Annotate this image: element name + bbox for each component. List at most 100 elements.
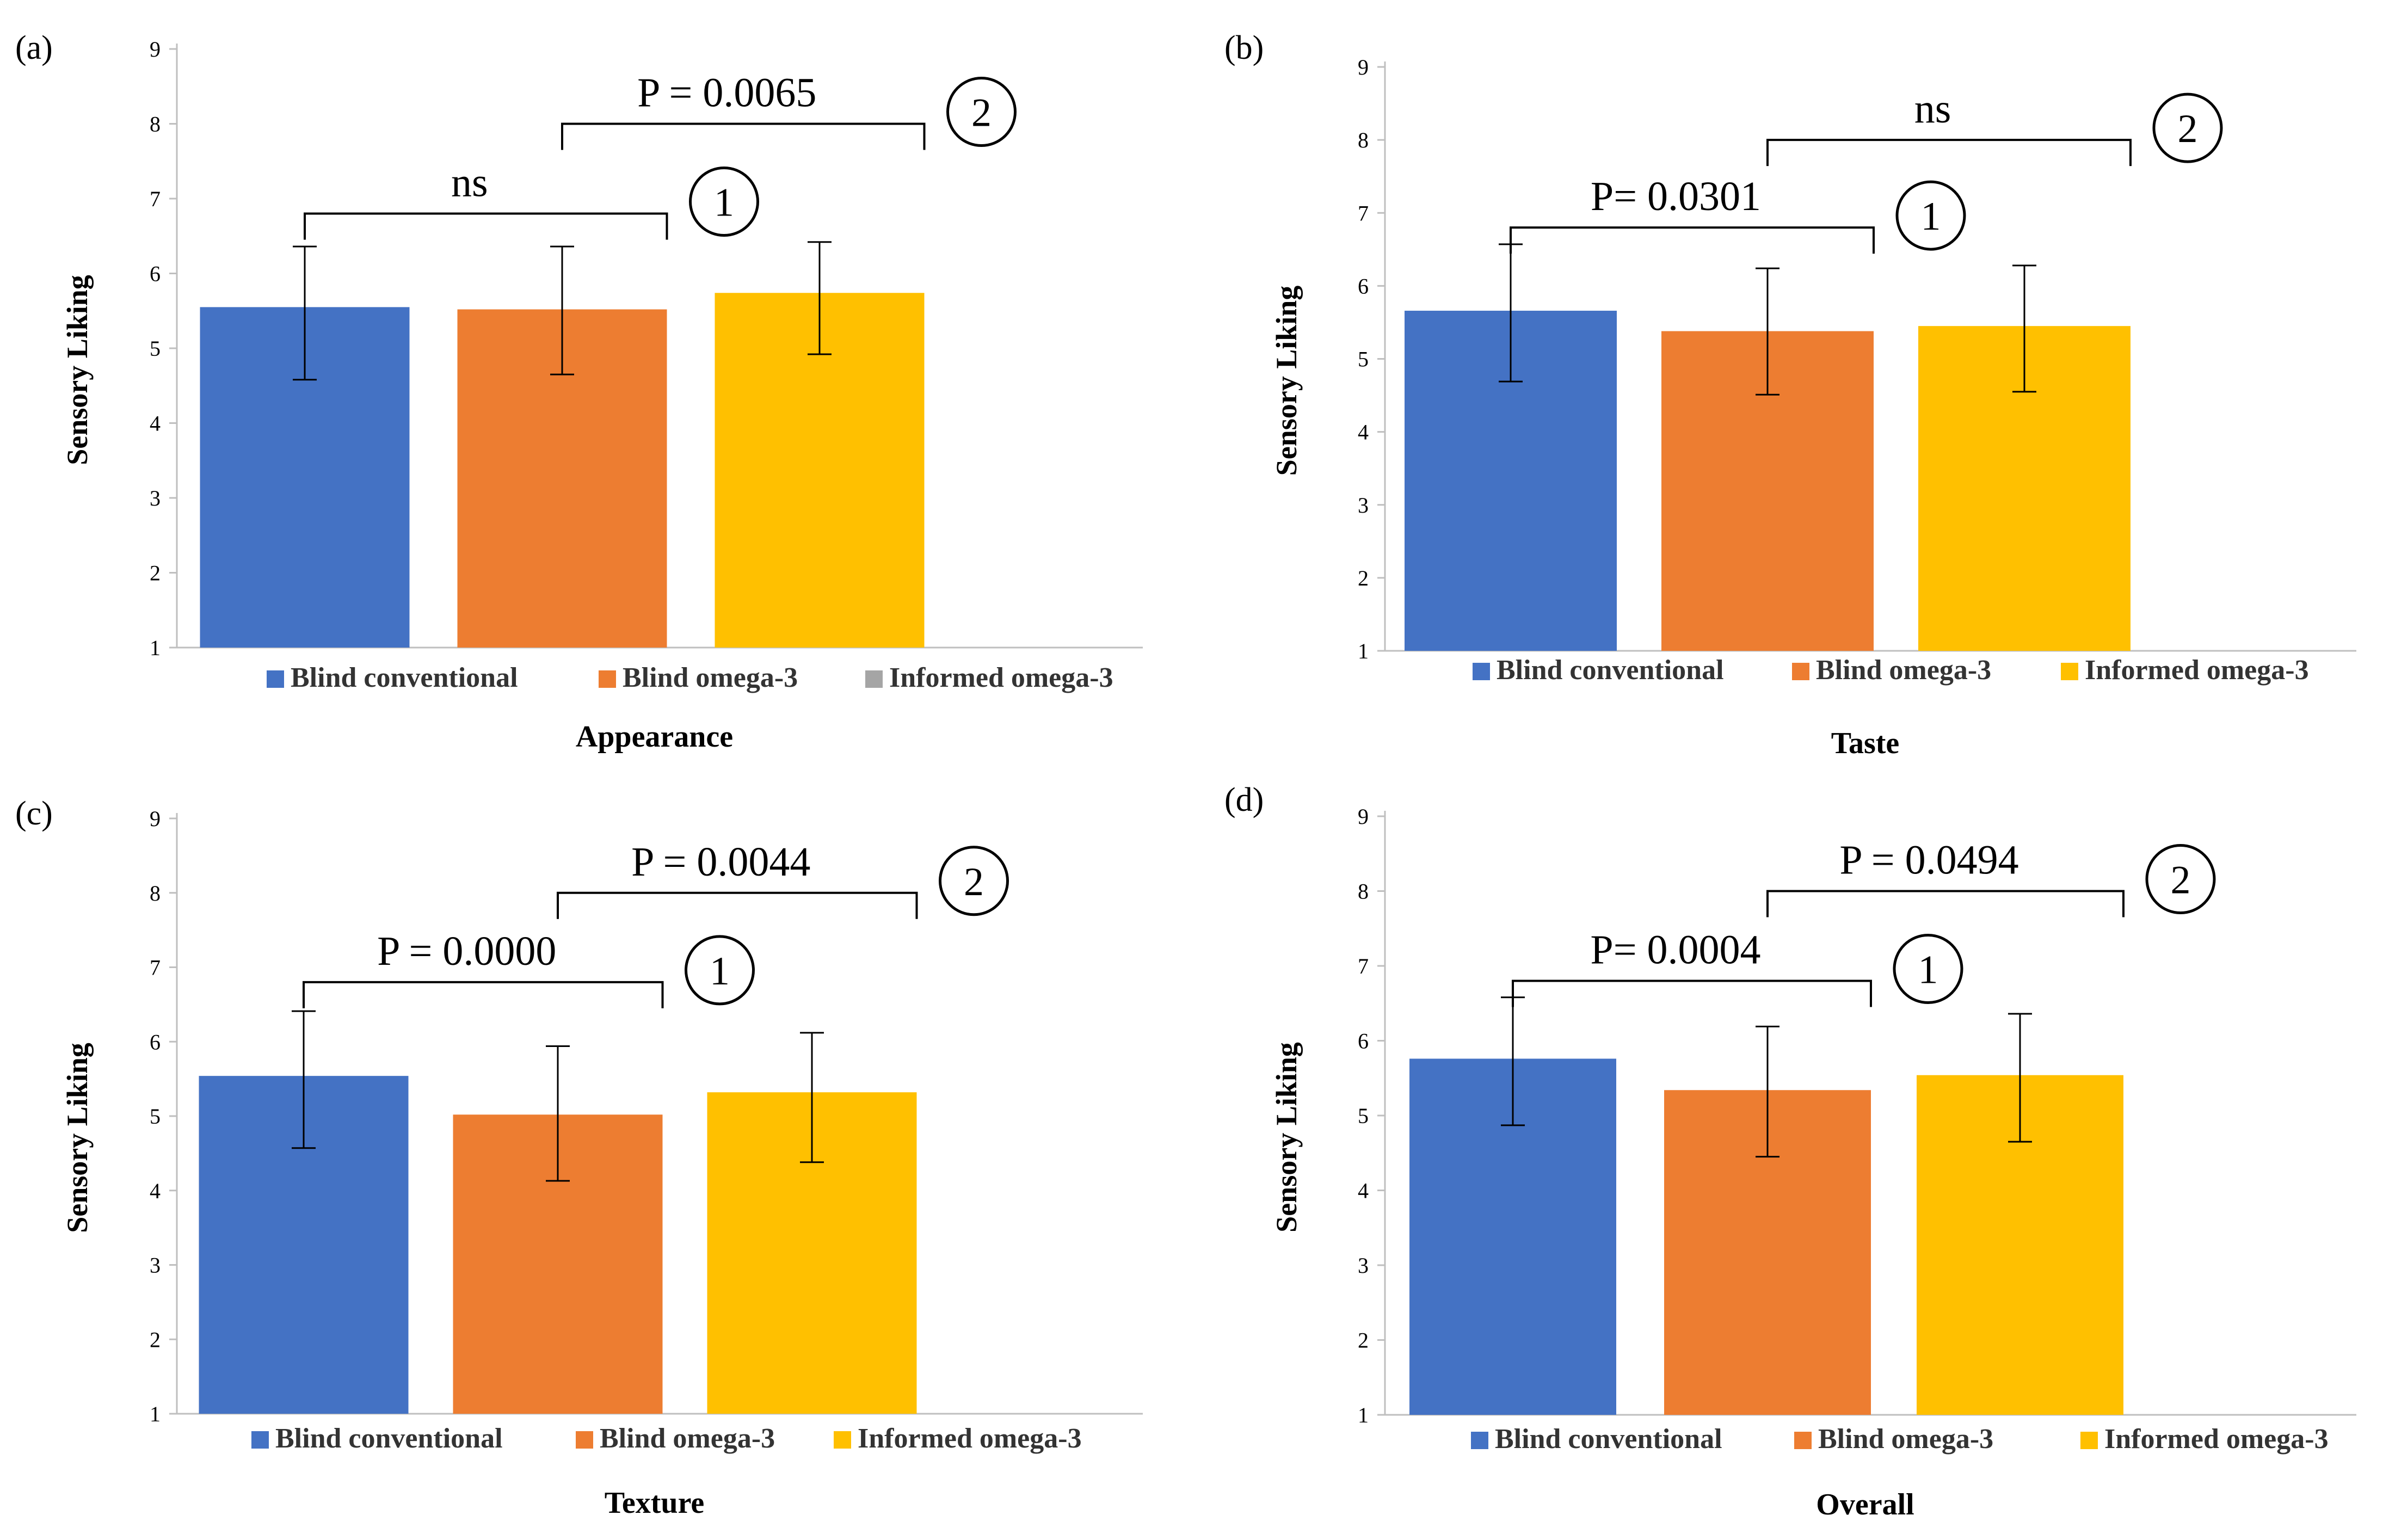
y-tick-label: 1 [150, 1402, 161, 1426]
legend-swatch-1 [251, 1431, 269, 1449]
legend-swatch-3 [834, 1431, 851, 1449]
comparison-marker-1: 1 [710, 949, 730, 994]
comparison-marker-2: 2 [964, 860, 984, 904]
comparison-marker-1: 1 [1921, 194, 1941, 239]
panel-label: (d) [1224, 781, 1264, 818]
comparison-marker-2: 2 [971, 91, 992, 135]
comparison-label-2: ns [1914, 86, 1951, 132]
y-tick-label: 1 [1358, 1403, 1369, 1427]
y-tick-label: 5 [150, 1104, 161, 1129]
comparison-bracket-2 [1766, 139, 2132, 167]
legend-label-3: Informed omega-3 [2104, 1424, 2329, 1455]
x-axis-title: Texture [605, 1486, 705, 1520]
y-tick-label: 8 [1358, 128, 1369, 152]
legend-label-1: Blind conventional [1497, 655, 1724, 686]
y-tick-label: 4 [150, 1179, 161, 1203]
panel-label: (a) [15, 29, 53, 66]
y-tick-label: 4 [150, 411, 161, 436]
comparison-marker-circle-2 [946, 77, 1017, 147]
y-tick-label: 7 [150, 956, 161, 980]
y-tick-label: 5 [150, 336, 161, 361]
chart-panel-b: (b) 1 2 3 4 5 6 7 8 9 Sensory Liking P= 0.0301 1 ns 2 B… [1224, 29, 2356, 760]
y-tick-label: 2 [150, 561, 161, 586]
comparison-bracket-2 [1766, 890, 2125, 917]
y-tick-label: 3 [150, 1253, 161, 1278]
y-axis-label: Sensory Liking [1270, 286, 1303, 476]
y-tick-label: 3 [150, 486, 161, 510]
y-tick-label: 8 [150, 112, 161, 137]
y-axis-label: Sensory Liking [61, 1043, 94, 1233]
legend-label-1: Blind conventional [291, 662, 518, 693]
y-tick-label: 3 [1358, 493, 1369, 518]
chart-panel-d: (d) 1 2 3 4 5 6 7 8 9 Sensory Liking P= 0.0004 1 P = … [1224, 781, 2356, 1521]
legend-label-2: Blind omega-3 [600, 1423, 775, 1454]
y-tick-label: 9 [150, 806, 161, 831]
y-tick-label: 8 [1358, 879, 1369, 904]
y-tick-label: 5 [1358, 1104, 1369, 1128]
legend-swatch-3 [2080, 1432, 2098, 1449]
panel-label: (b) [1224, 29, 1264, 66]
y-tick-label: 3 [1358, 1253, 1369, 1278]
comparison-marker-circle-2 [2145, 844, 2216, 914]
x-axis-title: Taste [1831, 726, 1900, 760]
y-tick-label: 9 [1358, 804, 1369, 829]
comparison-label-1: P= 0.0301 [1591, 174, 1761, 219]
comparison-bracket-2 [561, 122, 926, 150]
legend-label-3: Informed omega-3 [2085, 655, 2309, 686]
legend-label-2: Blind omega-3 [1816, 655, 1991, 686]
legend-swatch-1 [1471, 1432, 1488, 1449]
x-axis-title: Overall [1816, 1488, 1914, 1521]
comparison-label-1: ns [451, 160, 488, 206]
y-tick-label: 4 [1358, 1179, 1369, 1203]
y-tick-label: 4 [1358, 420, 1369, 445]
legend-swatch-2 [599, 670, 616, 688]
comparison-label-1: P= 0.0004 [1590, 927, 1760, 973]
y-tick-label: 6 [1358, 1029, 1369, 1054]
y-tick-label: 7 [150, 187, 161, 211]
legend-label-1: Blind conventional [275, 1423, 503, 1454]
legend-swatch-2 [576, 1431, 593, 1449]
y-tick-label: 6 [150, 262, 161, 286]
comparison-marker-circle-2 [939, 846, 1009, 916]
legend-swatch-3 [865, 670, 883, 688]
legend-label-3: Informed omega-3 [889, 662, 1113, 693]
comparison-bracket-2 [557, 891, 918, 919]
y-axis-label: Sensory Liking [61, 275, 94, 465]
y-tick-label: 2 [150, 1327, 161, 1352]
panel-label: (c) [15, 795, 53, 832]
comparison-marker-1: 1 [1918, 948, 1938, 993]
legend-swatch-2 [1794, 1432, 1812, 1449]
comparison-label-2: P = 0.0494 [1839, 837, 2018, 883]
comparison-label-2: P = 0.0044 [631, 839, 810, 885]
y-tick-label: 7 [1358, 201, 1369, 225]
legend-swatch-1 [267, 670, 284, 688]
comparison-bracket-1 [1510, 226, 1875, 254]
comparison-marker-2: 2 [2178, 107, 2198, 151]
comparison-label-2: P = 0.0065 [637, 70, 816, 116]
legend-label-2: Blind omega-3 [623, 662, 798, 693]
comparison-label-1: P = 0.0000 [377, 928, 556, 974]
y-axis-label: Sensory Liking [1270, 1042, 1303, 1233]
y-tick-label: 2 [1358, 566, 1369, 590]
y-tick-label: 5 [1358, 347, 1369, 372]
comparison-marker-circle-1 [689, 167, 759, 237]
comparison-marker-circle-1 [685, 935, 755, 1006]
legend-swatch-2 [1792, 663, 1809, 680]
y-tick-label: 2 [1358, 1328, 1369, 1353]
legend-label-2: Blind omega-3 [1818, 1424, 1993, 1455]
comparison-marker-1: 1 [714, 181, 734, 225]
chart-panel-c: (c) 1 2 3 4 5 6 7 8 9 Sensory Liking P = 0.0000 1 P =… [15, 795, 1143, 1520]
y-tick-label: 6 [1358, 274, 1369, 298]
y-tick-label: 7 [1358, 954, 1369, 978]
y-tick-label: 9 [1358, 55, 1369, 79]
comparison-bracket-1 [1512, 980, 1872, 1007]
comparison-marker-2: 2 [2171, 858, 2191, 903]
y-tick-label: 9 [150, 37, 161, 61]
x-axis-title: Appearance [576, 720, 733, 754]
y-tick-label: 1 [1358, 639, 1369, 663]
y-tick-label: 6 [150, 1030, 161, 1054]
comparison-bracket-1 [304, 212, 668, 240]
legend-swatch-1 [1473, 663, 1490, 680]
chart-panel-a: (a) 1 2 3 4 5 6 7 8 9 Sensory Liking ns 1 P = 0.0065 2… [15, 29, 1143, 754]
